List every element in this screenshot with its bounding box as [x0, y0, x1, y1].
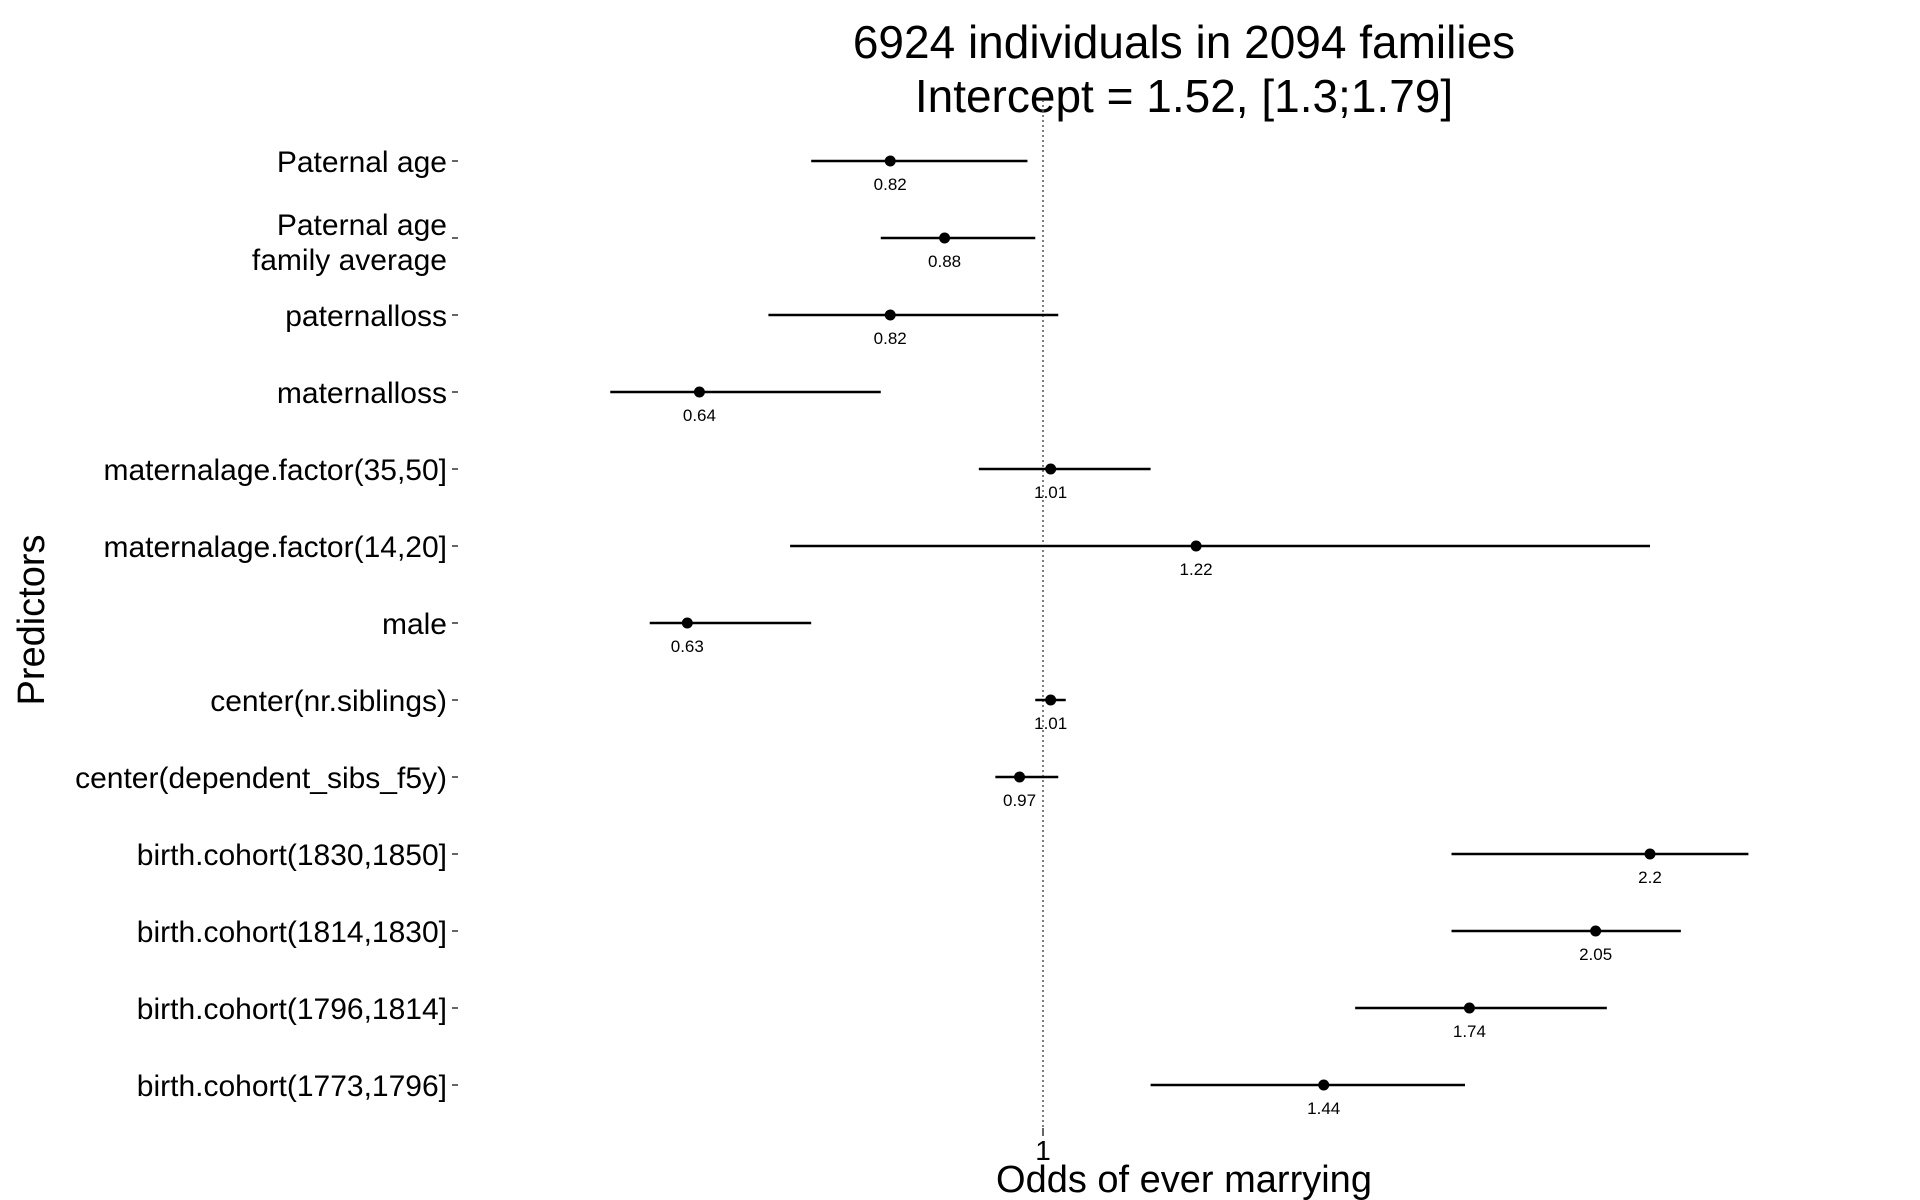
predictor-row: center(nr.siblings) 1.01	[210, 685, 1067, 733]
point-estimate	[884, 309, 896, 321]
predictor-row: maternalage.factor(14,20] 1.22	[103, 531, 1650, 579]
plot-rows: Paternal age 0.82 Paternal age family avera…	[75, 146, 1749, 1118]
predictor-row: paternalloss 0.82	[285, 300, 1059, 348]
predictor-row: male 0.63	[382, 608, 812, 656]
point-estimate	[1318, 1079, 1330, 1091]
predictor-label: birth.cohort(1814,1830]	[137, 916, 447, 949]
predictor-label: maternalloss	[277, 377, 447, 410]
point-estimate	[939, 232, 951, 244]
chart-title-line-1: 6924 individuals in 2094 families	[853, 16, 1515, 68]
estimate-label: 1.22	[1180, 560, 1213, 579]
predictor-row: maternalloss 0.64	[277, 377, 881, 425]
predictor-row: birth.cohort(1830,1850] 2.2	[137, 839, 1749, 887]
x-axis: 1	[1035, 1128, 1051, 1166]
predictor-label: maternalage.factor(35,50]	[103, 454, 447, 487]
estimate-label: 1.01	[1034, 714, 1067, 733]
predictor-row: center(dependent_sibs_f5y) 0.97	[75, 762, 1059, 810]
predictor-row: maternalage.factor(35,50] 1.01	[103, 454, 1151, 502]
predictor-row: Paternal age 0.82	[277, 146, 1028, 194]
point-estimate	[1463, 1002, 1475, 1014]
point-estimate	[1190, 540, 1202, 552]
estimate-label: 1.44	[1307, 1099, 1340, 1118]
estimate-label: 2.2	[1638, 868, 1662, 887]
estimate-label: 0.82	[874, 175, 907, 194]
estimate-label: 0.82	[874, 329, 907, 348]
estimate-label: 0.64	[683, 406, 716, 425]
estimate-label: 2.05	[1579, 945, 1612, 964]
estimate-label: 1.01	[1034, 483, 1067, 502]
predictor-label: male	[382, 608, 447, 641]
estimate-label: 1.74	[1453, 1022, 1486, 1041]
predictor-row: birth.cohort(1773,1796] 1.44	[137, 1070, 1465, 1118]
predictor-label: Paternal age family average	[252, 209, 447, 277]
point-estimate	[693, 386, 705, 398]
point-estimate	[1644, 848, 1656, 860]
predictor-label: paternalloss	[285, 300, 447, 333]
point-estimate	[681, 617, 693, 629]
x-tick-label: 1	[1035, 1135, 1051, 1166]
y-axis-title: Predictors	[11, 534, 53, 705]
point-estimate	[1014, 771, 1026, 783]
estimate-label: 0.97	[1003, 791, 1036, 810]
predictor-label: birth.cohort(1796,1814]	[137, 993, 447, 1026]
predictor-label: center(nr.siblings)	[210, 685, 447, 718]
chart-title-line-2: Intercept = 1.52, [1.3;1.79]	[915, 70, 1453, 122]
point-estimate	[884, 155, 896, 167]
estimate-label: 0.63	[671, 637, 704, 656]
point-estimate	[1045, 694, 1057, 706]
predictor-row: Paternal age family average 0.88	[252, 209, 1036, 277]
predictor-label: center(dependent_sibs_f5y)	[75, 762, 447, 795]
predictor-label: maternalage.factor(14,20]	[103, 531, 447, 564]
predictor-row: birth.cohort(1814,1830] 2.05	[137, 916, 1681, 964]
predictor-label: birth.cohort(1830,1850]	[137, 839, 447, 872]
estimate-label: 0.88	[928, 252, 961, 271]
point-estimate	[1590, 925, 1602, 937]
point-estimate	[1045, 463, 1057, 475]
predictor-row: birth.cohort(1796,1814] 1.74	[137, 993, 1607, 1041]
predictor-label: birth.cohort(1773,1796]	[137, 1070, 447, 1103]
x-axis-title: Odds of ever marrying	[996, 1159, 1372, 1200]
predictor-label: Paternal age	[277, 146, 447, 179]
